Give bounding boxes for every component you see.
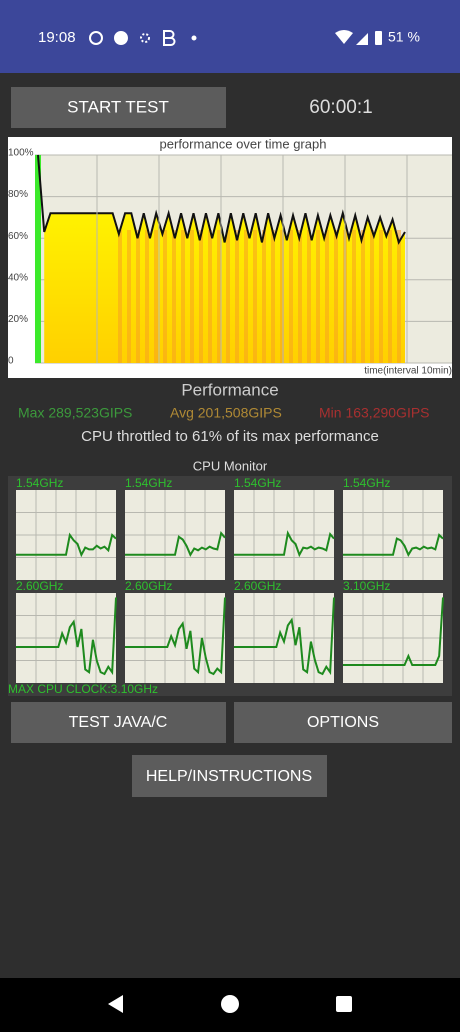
heat-stripe (379, 230, 383, 363)
timer: 60:00:1 (309, 97, 372, 118)
heat-stripe (235, 230, 239, 363)
heat-stripe (388, 230, 392, 363)
heat-stripe (253, 230, 257, 363)
heat-stripe (226, 230, 230, 363)
heat-stripe (181, 230, 185, 363)
help-button[interactable] (132, 755, 327, 797)
options-button-label[interactable]: OPTIONS (307, 714, 379, 731)
heat-stripe (136, 230, 140, 363)
heat-stripes (118, 230, 401, 363)
heat-stripe (361, 230, 365, 363)
help-button-label[interactable]: HELP/INSTRUCTIONS (146, 768, 312, 785)
heat-stripe (397, 230, 401, 363)
max-clock: MAX CPU CLOCK:3.10GHz (8, 682, 158, 696)
initial-bar (35, 155, 41, 363)
heat-stripe (217, 230, 221, 363)
y-tick-label: 60% (8, 231, 28, 242)
options-button[interactable] (234, 702, 452, 743)
core-clock: 1.54GHz (234, 476, 281, 490)
heat-stripe (316, 230, 320, 363)
status-time: 19:08 (38, 29, 76, 46)
status-battery: 51 % (388, 29, 420, 45)
core-clock: 1.54GHz (16, 476, 63, 490)
avg-perf: Avg 201,508GIPS (170, 405, 282, 421)
start-button-label[interactable]: START TEST (67, 97, 169, 116)
heat-stripe (244, 230, 248, 363)
max-perf: Max 289,523GIPS (18, 405, 132, 421)
throttle-text: CPU throttled to 61% of its max performa… (81, 428, 379, 445)
start-button[interactable] (11, 87, 226, 128)
core-line (343, 533, 444, 557)
y-tick-label: 100% (8, 148, 34, 159)
core-line (234, 597, 335, 676)
performance-title: Performance (181, 380, 278, 399)
core-line (234, 530, 335, 558)
core-line (16, 597, 117, 676)
x-label: time(interval 10min) (364, 366, 452, 377)
cpu-monitor-title: CPU Monitor (193, 458, 268, 473)
heat-stripe (271, 230, 275, 363)
heat-stripe (352, 230, 356, 363)
core-line (16, 532, 117, 558)
heat-stripe (334, 230, 338, 363)
heat-stripe (208, 230, 212, 363)
core-clock: 2.60GHz (234, 579, 281, 593)
test-button-label[interactable]: TEST JAVA/C (69, 714, 168, 731)
y-tick-label: 40% (8, 272, 28, 283)
y-tick-label: 0 (8, 356, 14, 367)
heat-stripe (298, 230, 302, 363)
status-bar (0, 0, 460, 73)
heat-stripe (370, 230, 374, 363)
core-clock: 1.54GHz (125, 476, 172, 490)
heat-stripe (307, 230, 311, 363)
performance-area (44, 213, 406, 363)
heat-stripe (127, 230, 131, 363)
v-grid (96, 155, 408, 363)
graph: 0 20% 40% 60% 80% 100% (8, 148, 452, 367)
core-clock: 1.54GHz (343, 476, 390, 490)
nav-recents[interactable] (336, 996, 352, 1012)
test-button[interactable] (11, 702, 226, 743)
graph-title: performance over time graph (160, 136, 327, 151)
core-clock: 2.60GHz (125, 579, 172, 593)
core-clock: 2.60GHz (16, 579, 63, 593)
heat-stripe (280, 230, 284, 363)
core-line (125, 597, 226, 676)
core-line (125, 531, 226, 557)
heat-stripe (118, 230, 122, 363)
core-clock: 3.10GHz (343, 579, 390, 593)
heat-stripe (154, 230, 158, 363)
heat-stripe (325, 230, 329, 363)
min-perf: Min 163,290GIPS (319, 405, 430, 421)
core-line (343, 597, 444, 666)
y-tick-label: 80% (8, 189, 28, 200)
y-tick-label: 20% (8, 314, 28, 325)
heat-stripe (289, 230, 293, 363)
nav-back[interactable] (108, 995, 123, 1013)
heat-stripe (199, 230, 203, 363)
cores: 1.54GHz 1.54GHz 1.54GHz 1.54GHz 2.60GHz 2.60G… (16, 476, 444, 683)
nav-home[interactable] (221, 995, 239, 1013)
heat-stripe (163, 230, 167, 363)
heat-stripe (262, 230, 266, 363)
status-icons (89, 30, 382, 46)
heat-stripe (172, 230, 176, 363)
heat-stripe (190, 230, 194, 363)
heat-stripe (145, 230, 149, 363)
